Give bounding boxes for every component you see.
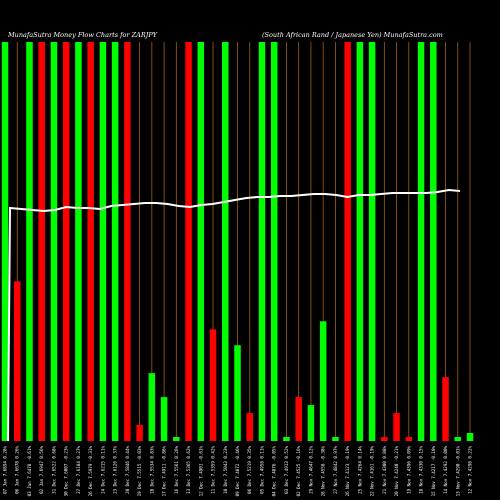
flow-bar: [148, 373, 156, 441]
flow-bar: [368, 42, 376, 441]
x-tick-label: 20 Dec 7.5846 0.44%: [125, 446, 130, 494]
x-tick-label: 19 Nov 7.4396 0.09%: [406, 446, 411, 494]
x-tick-label: 12 Nov 7.4298 0.22%: [468, 446, 473, 494]
flow-bar: [26, 42, 33, 441]
x-tick-label: 24 Dec 7.6215 0.11%: [100, 446, 105, 494]
flow-bar: [258, 42, 266, 441]
x-tick-label: 04 Dec 7.4876 -0.05%: [272, 446, 277, 497]
x-tick-label: 18 Nov 7.4330 0.15%: [419, 446, 424, 494]
flow-bar: [87, 42, 94, 441]
flow-bar: [209, 329, 217, 441]
x-tick-label: 20 Nov 7.4240 -0.21%: [394, 446, 399, 497]
x-tick-label: 03 Dec 7.4913 0.52%: [284, 446, 289, 494]
x-tick-label: 22 Nov 7.4161 -0.19%: [370, 446, 375, 497]
x-tick-label: 05 Dec 7.4958 0.11%: [259, 446, 264, 494]
flow-bar: [75, 42, 82, 441]
flow-bar: [234, 345, 241, 441]
flow-bar: [50, 42, 58, 441]
x-tick-label: 14 Nov 7.4292 0.00%: [443, 446, 448, 494]
x-tick-label: 23 Dec 7.6126 0.37%: [113, 446, 118, 494]
flow-bar: [381, 437, 388, 441]
flow-bar: [307, 405, 315, 441]
flow-bar: [38, 42, 45, 441]
x-tick-label: 02 Dec 7.4525 -0.16%: [296, 446, 301, 497]
flow-bar: [454, 437, 462, 441]
flow-bar: [185, 42, 192, 441]
flow-bar: [99, 42, 107, 441]
chart-title-left: MunafaSutra Money Flow Charts for ZARJPY: [7, 31, 158, 39]
flow-bar: [295, 397, 302, 441]
x-tick-label: 15 Nov 7.4217 -0.10%: [431, 446, 436, 497]
flow-bar: [466, 433, 474, 441]
flow-bar: [124, 42, 131, 441]
flow-bar: [246, 413, 253, 441]
x-tick-label: 27 Nov 7.4842 0.97%: [333, 446, 338, 494]
flow-bar: [197, 42, 205, 441]
x-tick-label: 16 Dec 7.5561 0.26%: [174, 446, 179, 494]
x-tick-label: 07 Jan 7.6894 0.28%: [3, 446, 8, 494]
x-tick-label: 13 Nov 7.4290 -0.01%: [455, 446, 460, 497]
x-tick-label: 02 Jan 7.6947 0.56%: [39, 446, 44, 494]
flow-bar: [393, 413, 400, 441]
bars-group: [1, 42, 474, 441]
flow-bar: [13, 281, 21, 441]
flow-bar: [430, 42, 437, 441]
flow-bar: [319, 321, 327, 441]
x-tick-label: 26 Nov 7.4123 -0.19%: [345, 446, 350, 497]
flow-bar: [136, 425, 143, 441]
x-tick-label: 21 Nov 7.4300 0.08%: [382, 446, 387, 494]
x-tick-label: 06 Jan 7.6678 0.26%: [15, 446, 20, 494]
flow-bar: [332, 437, 339, 441]
x-tick-label: 11 Dec 7.5359 0.42%: [211, 446, 216, 494]
x-tick-label: 03 Jan 7.6478 -0.61%: [27, 446, 32, 497]
x-tick-label: 13 Dec 7.5365 0.62%: [186, 446, 191, 494]
x-tick-label: 28 Nov 7.4558 -0.38%: [321, 446, 326, 497]
x-tick-label: 19 Dec 7.5515 -0.03%: [137, 446, 142, 497]
flow-bar: [160, 397, 168, 441]
flow-bar: [442, 377, 449, 441]
flow-bar: [417, 42, 425, 441]
flow-bar: [222, 42, 229, 441]
x-tick-label: 31 Dec 7.6522 0.68%: [51, 446, 56, 494]
x-tick-label: 29 Nov 7.4647 0.12%: [308, 446, 313, 494]
x-tick-label: 06 Dec 7.5219 0.35%: [247, 446, 252, 494]
flow-bar: [356, 42, 364, 441]
flow-bar: [111, 42, 119, 441]
flow-bar: [344, 42, 351, 441]
flow-bar: [405, 437, 413, 441]
x-tick-label: 27 Dec 7.6184 0.27%: [76, 446, 81, 494]
flow-bar: [1, 42, 9, 441]
x-tick-label: 26 Dec 7.5979 -0.31%: [88, 446, 93, 497]
x-tick-label: 25 Nov 7.4264 0.14%: [357, 446, 362, 494]
price-line: [7, 188, 461, 442]
flow-bar: [173, 437, 180, 441]
flow-bar: [270, 42, 278, 441]
x-tick-label: 17 Dec 7.4911 -0.86%: [162, 446, 167, 497]
flow-bar: [62, 42, 70, 441]
chart-title-right: (South African Rand / Japanese Yen) Muna…: [262, 31, 443, 39]
x-axis-labels: 07 Jan 7.6894 0.28% 06 Jan 7.6678 0.26% 03…: [3, 446, 473, 497]
x-tick-label: 30 Dec 7.6007 -0.23%: [64, 446, 69, 497]
flow-bar: [283, 437, 290, 441]
x-tick-label: 09 Dec 7.4872 -0.46%: [235, 446, 240, 497]
x-tick-label: 18 Dec 7.5534 0.83%: [149, 446, 154, 494]
x-tick-label: 12 Dec 7.4901 -0.61%: [198, 446, 203, 497]
x-tick-label: 10 Dec 7.5043 0.23%: [223, 446, 228, 494]
